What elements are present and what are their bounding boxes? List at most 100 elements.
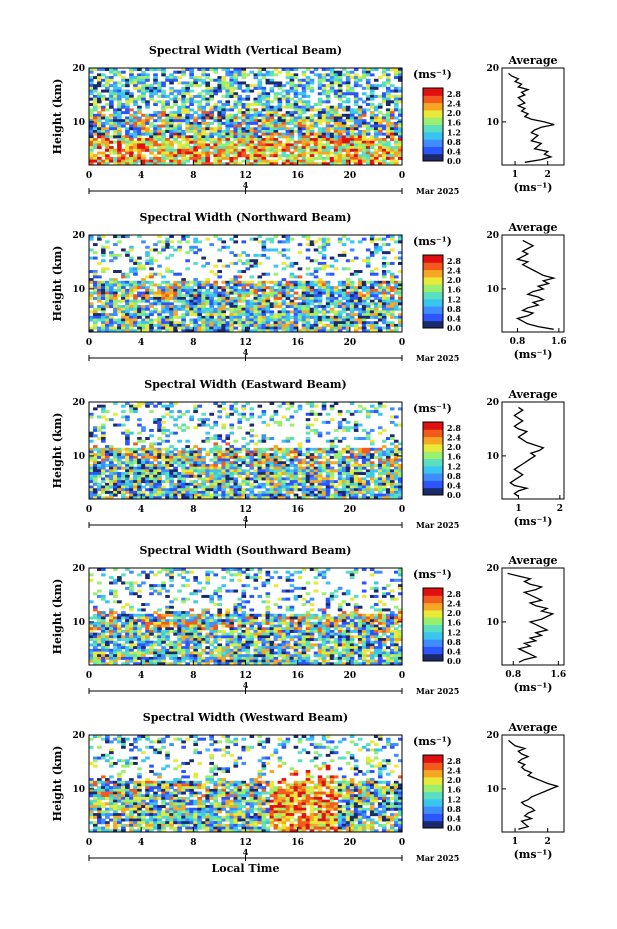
heatmap-cell xyxy=(345,315,351,319)
heatmap-cell xyxy=(397,111,403,115)
heatmap-cell xyxy=(133,294,138,298)
heatmap-cell xyxy=(205,81,210,85)
heatmap-cell xyxy=(225,280,231,284)
heatmap-cell xyxy=(345,146,351,150)
heatmap-cell xyxy=(193,469,198,473)
heatmap-cell xyxy=(245,474,251,478)
heatmap-cell xyxy=(309,315,315,319)
heatmap-cell xyxy=(349,140,355,144)
heatmap-cell xyxy=(225,496,231,500)
heatmap-cell xyxy=(305,288,311,292)
heatmap-cell xyxy=(233,113,239,117)
heatmap-cell xyxy=(333,119,339,123)
heatmap-cell xyxy=(173,488,178,492)
heatmap-cell xyxy=(233,302,239,306)
heatmap-cell xyxy=(385,326,391,330)
heatmap-cell xyxy=(133,461,138,465)
heatmap-cell xyxy=(357,148,363,152)
heatmap-cell xyxy=(225,302,231,306)
heatmap-cell xyxy=(365,296,371,300)
heatmap-cell xyxy=(281,68,287,71)
heatmap-cell xyxy=(253,113,259,117)
heatmap-cell xyxy=(157,480,162,484)
heatmap-cell xyxy=(373,84,379,88)
heatmap-cell xyxy=(101,162,106,166)
heatmap-cell xyxy=(377,299,383,303)
heatmap-cell xyxy=(385,151,391,155)
heatmap-cell xyxy=(121,70,126,74)
heatmap-cell xyxy=(257,453,263,457)
heatmap-cell xyxy=(209,318,214,322)
heatmap-cell xyxy=(129,407,134,411)
colorbar-swatch xyxy=(423,276,443,285)
heatmap-cell xyxy=(245,326,251,330)
heatmap-cell xyxy=(105,305,110,309)
heatmap-cell xyxy=(169,455,174,459)
heatmap-cell xyxy=(245,105,251,109)
heatmap-cell xyxy=(153,455,158,459)
heatmap-cell xyxy=(249,156,255,160)
heatmap-cell xyxy=(97,315,102,319)
heatmap-cell xyxy=(237,458,243,462)
heatmap-cell xyxy=(261,132,267,136)
heatmap-cell xyxy=(253,100,259,104)
heatmap-cell xyxy=(281,315,287,319)
heatmap-cell xyxy=(349,138,355,142)
heatmap-cell xyxy=(277,485,283,489)
heatmap-cell xyxy=(337,162,343,166)
heatmap-cell xyxy=(285,156,291,160)
heatmap-cell xyxy=(189,488,194,492)
heatmap-cell xyxy=(129,156,134,160)
heatmap-cell xyxy=(265,488,271,492)
heatmap-cell xyxy=(165,103,170,107)
heatmap-cell xyxy=(145,453,150,457)
heatmap-cell xyxy=(153,488,158,492)
heatmap-cell xyxy=(297,251,303,255)
heatmap-cell xyxy=(165,237,170,241)
heatmap-cell xyxy=(349,76,355,80)
heatmap-cell xyxy=(289,461,295,465)
heatmap-cell xyxy=(149,442,154,446)
heatmap-cell xyxy=(285,92,291,96)
heatmap-cell xyxy=(121,76,126,80)
heatmap-cell xyxy=(97,132,102,136)
heatmap-cell xyxy=(221,313,227,317)
heatmap-cell xyxy=(305,235,311,238)
heatmap-cell xyxy=(121,296,126,300)
heatmap-cell xyxy=(129,463,134,467)
heatmap-cell xyxy=(357,97,363,101)
heatmap-cell xyxy=(105,68,110,71)
heatmap-cell xyxy=(285,463,291,467)
heatmap-cell xyxy=(369,116,375,120)
heatmap-cell xyxy=(189,474,194,478)
heatmap-cell xyxy=(393,124,399,128)
heatmap-cell xyxy=(341,92,347,96)
heatmap-cell xyxy=(221,490,227,494)
heatmap-cell xyxy=(217,447,223,451)
heatmap-cell xyxy=(101,469,106,473)
heatmap-cell xyxy=(141,84,146,88)
heatmap-cell xyxy=(233,143,239,147)
heatmap-cell xyxy=(93,307,98,311)
heatmap-cell xyxy=(185,299,190,303)
heatmap-cell xyxy=(125,129,130,133)
heatmap-cell xyxy=(221,116,227,120)
heatmap-cell xyxy=(117,135,122,139)
heatmap-cell xyxy=(353,313,359,317)
heatmap-cell xyxy=(293,307,299,311)
heatmap-cell xyxy=(293,310,299,314)
heatmap-cell xyxy=(93,318,98,322)
heatmap-cell xyxy=(377,146,383,150)
heatmap-cell xyxy=(373,138,379,142)
heatmap-cell xyxy=(301,474,307,478)
heatmap-cell xyxy=(369,326,375,330)
heatmap-cell xyxy=(349,86,355,90)
heatmap-cell xyxy=(229,461,235,465)
heatmap-cell xyxy=(249,434,255,438)
heatmap-cell xyxy=(181,162,186,166)
heatmap-cell xyxy=(205,100,210,104)
heatmap-cell xyxy=(321,315,327,319)
heatmap-cell xyxy=(209,472,214,476)
heatmap-cell xyxy=(245,103,251,107)
heatmap-cell xyxy=(185,455,190,459)
